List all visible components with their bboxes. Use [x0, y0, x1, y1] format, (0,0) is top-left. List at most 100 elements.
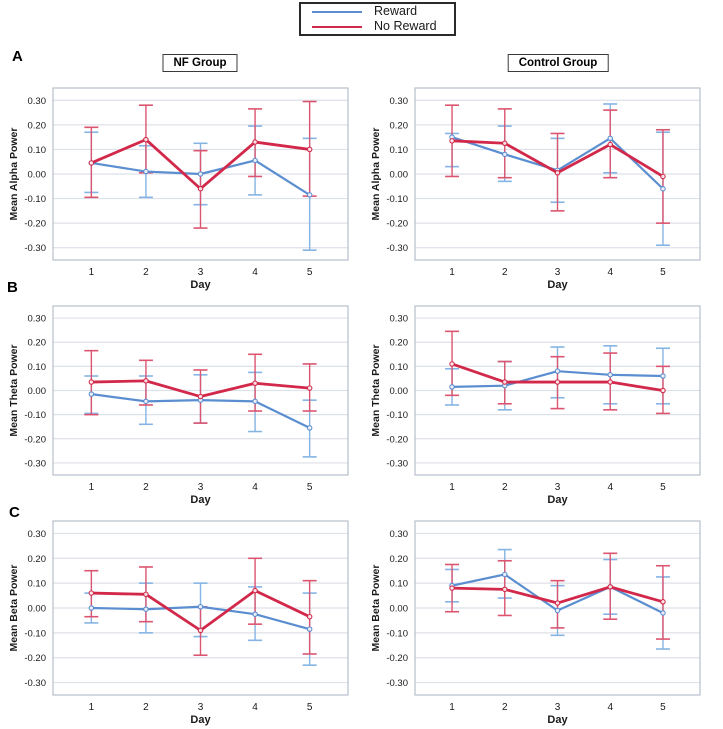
data-point-marker — [143, 168, 149, 175]
data-point-marker — [88, 590, 95, 596]
data-point-marker — [197, 185, 204, 192]
chart-alpha-control: 0.30 0.20 0.10 0.00 -0.10 -0.20 -0.30 Mean Alph… — [370, 87, 701, 291]
x-tick-label: 2 — [502, 482, 508, 493]
x-axis-title: Day — [190, 714, 211, 726]
y-tick-label: -0.10 — [386, 628, 408, 639]
data-point-marker — [306, 626, 313, 632]
y-tick-label: 0.00 — [390, 604, 409, 615]
x-tick-label: 4 — [252, 267, 258, 278]
plot-frame — [414, 520, 701, 696]
x-tick-label: 3 — [555, 702, 561, 713]
data-point-marker — [607, 584, 613, 590]
y-tick-label: 0.10 — [28, 362, 47, 373]
x-tick-label: 5 — [307, 267, 313, 278]
y-tick-label: -0.10 — [24, 410, 46, 421]
chart-theta-nf: 0.30 0.20 0.10 0.00 -0.10 -0.20 -0.30 Mean Thet… — [8, 305, 349, 506]
y-axis-title: Mean Alpha Power — [370, 128, 382, 221]
x-tick-label: 4 — [252, 482, 258, 493]
y-tick-label: 0.20 — [28, 554, 47, 565]
y-tick-label: -0.30 — [24, 243, 46, 254]
x-tick-label: 1 — [89, 482, 95, 493]
y-tick-label: 0.00 — [390, 386, 409, 397]
panel-label-b: B — [7, 279, 18, 296]
plot-frame — [52, 87, 349, 261]
data-point-marker — [449, 585, 455, 591]
y-tick-label: -0.20 — [386, 653, 408, 664]
data-point-marker — [143, 591, 149, 598]
x-tick-label: 4 — [252, 702, 258, 713]
data-point-marker — [660, 599, 666, 605]
column-title-nf-group: NF Group — [162, 54, 238, 72]
data-point-marker — [306, 192, 313, 198]
data-point-marker — [660, 610, 666, 616]
y-tick-label: -0.30 — [24, 458, 46, 469]
data-point-marker — [306, 425, 313, 431]
data-point-marker — [502, 140, 508, 147]
data-point-marker — [607, 379, 613, 385]
column-title-control-group: Control Group — [507, 54, 609, 72]
x-axis-title: Day — [547, 494, 568, 506]
data-point-marker — [660, 387, 666, 394]
y-tick-label: -0.10 — [386, 194, 408, 205]
y-tick-label: -0.20 — [24, 653, 46, 664]
x-tick-label: 5 — [660, 267, 666, 278]
data-point-marker — [502, 571, 508, 578]
data-point-marker — [449, 361, 455, 367]
y-axis-title: Mean Beta Power — [370, 565, 382, 652]
data-point-marker — [502, 379, 508, 385]
y-axis-title: Mean Theta Power — [8, 344, 20, 436]
y-tick-label: 0.30 — [28, 314, 47, 325]
x-tick-label: 3 — [198, 482, 204, 493]
data-point-marker — [252, 157, 258, 164]
data-point-marker — [449, 138, 455, 144]
legend-label-reward: Reward — [374, 4, 418, 18]
x-axis-title: Day — [190, 494, 211, 506]
x-tick-label: 1 — [89, 267, 95, 278]
x-tick-label: 4 — [607, 267, 613, 278]
plot-frame — [52, 305, 349, 476]
y-tick-label: 0.30 — [28, 529, 47, 540]
y-tick-label: 0.10 — [390, 579, 409, 590]
data-point-marker — [88, 160, 95, 166]
x-tick-label: 2 — [143, 267, 149, 278]
data-point-marker — [252, 139, 258, 145]
y-tick-label: 0.30 — [390, 314, 409, 325]
data-point-marker — [252, 611, 258, 617]
no-reward-line-swatch — [312, 25, 362, 28]
reward-line-swatch — [312, 10, 362, 13]
y-axis-title: Mean Theta Power — [370, 344, 382, 436]
x-tick-label: 3 — [198, 267, 204, 278]
y-tick-label: 0.30 — [390, 529, 409, 540]
x-tick-label: 2 — [502, 702, 508, 713]
chart-beta-control: 0.30 0.20 0.10 0.00 -0.10 -0.20 -0.30 Mean Beta… — [370, 520, 701, 726]
chart-theta-control: 0.30 0.20 0.10 0.00 -0.10 -0.20 -0.30 Mean Thet… — [370, 305, 701, 506]
plot-frame — [414, 305, 701, 476]
figure-legend: Reward No Reward — [299, 2, 456, 36]
data-point-marker — [252, 398, 258, 405]
y-axis-title: Mean Alpha Power — [8, 128, 20, 221]
x-tick-label: 2 — [143, 702, 149, 713]
data-point-marker — [88, 391, 95, 397]
x-tick-label: 1 — [449, 267, 455, 278]
y-axis-title: Mean Beta Power — [8, 565, 20, 652]
x-tick-label: 5 — [660, 702, 666, 713]
y-tick-label: -0.10 — [24, 194, 46, 205]
y-tick-label: 0.20 — [390, 120, 409, 131]
data-point-marker — [607, 141, 613, 148]
data-point-marker — [143, 136, 149, 143]
y-tick-label: 0.20 — [390, 338, 409, 349]
data-point-marker — [197, 604, 204, 610]
x-tick-label: 1 — [89, 702, 95, 713]
data-point-marker — [502, 586, 508, 593]
y-tick-label: 0.20 — [390, 554, 409, 565]
y-tick-label: -0.30 — [386, 243, 408, 254]
chart-beta-nf: 0.30 0.20 0.10 0.00 -0.10 -0.20 -0.30 Mean Beta… — [8, 520, 349, 726]
data-point-marker — [143, 606, 149, 612]
panel-label-c: C — [9, 504, 20, 521]
data-point-marker — [607, 135, 613, 142]
y-tick-label: 0.00 — [390, 170, 409, 181]
data-point-marker — [660, 173, 666, 180]
x-tick-label: 5 — [307, 702, 313, 713]
legend-item-reward: Reward — [312, 5, 454, 18]
